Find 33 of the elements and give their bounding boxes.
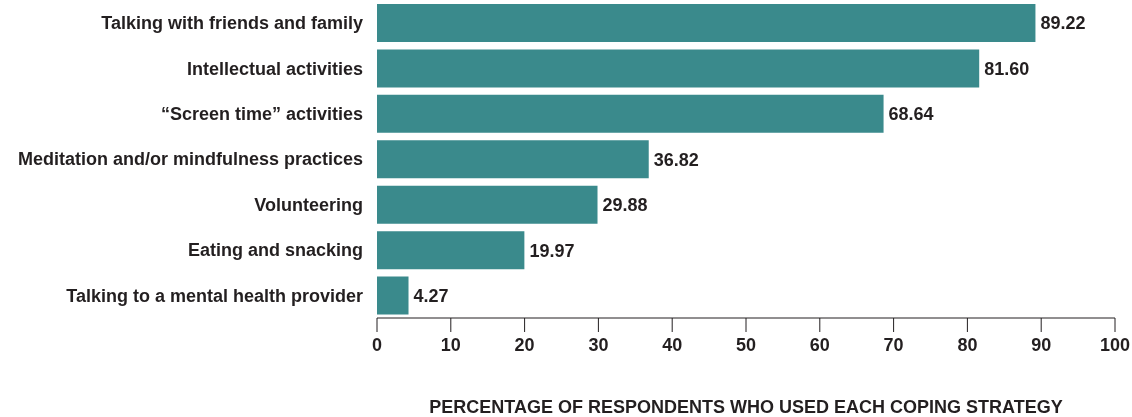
x-tick-label: 40	[662, 334, 683, 355]
data-label: 89.22	[1040, 13, 1086, 34]
bar	[377, 4, 1036, 42]
x-axis-title: PERCENTAGE OF RESPONDENTS WHO USED EACH COPING STRATEGY	[429, 397, 1063, 417]
bar	[377, 140, 649, 179]
x-tick-label: 10	[440, 334, 461, 355]
x-tick-label: 0	[371, 334, 383, 355]
data-label: 68.64	[888, 104, 934, 125]
y-tick-label: Eating and snacking	[187, 240, 363, 261]
data-label: 19.97	[529, 240, 575, 261]
data-label: 36.82	[653, 149, 699, 170]
data-label: 29.88	[602, 195, 648, 216]
y-tick-label: Volunteering	[254, 194, 363, 215]
x-tick-label: 70	[883, 334, 904, 355]
x-tick-label: 60	[809, 334, 830, 355]
y-tick-label: “Screen time” activities	[160, 103, 363, 124]
data-label: 81.60	[984, 58, 1030, 79]
bar	[377, 231, 525, 270]
x-tick-label: 20	[514, 334, 535, 355]
x-tick-label: 50	[735, 334, 757, 355]
bar	[377, 185, 598, 224]
y-tick-label: Talking to a mental health provider	[66, 285, 363, 306]
bar	[377, 94, 884, 133]
y-tick-label: Talking with friends and family	[101, 13, 363, 34]
bar	[377, 276, 409, 315]
x-tick-label: 100	[1099, 334, 1131, 355]
data-label: 4.27	[413, 285, 449, 306]
x-tick-label: 30	[588, 334, 609, 355]
y-tick-label: Intellectual activities	[186, 58, 363, 79]
y-tick-label: Meditation and/or mindfulness practices	[17, 149, 363, 170]
x-tick-label: 80	[957, 334, 978, 355]
x-tick-label: 90	[1031, 334, 1052, 355]
bar	[377, 49, 980, 88]
